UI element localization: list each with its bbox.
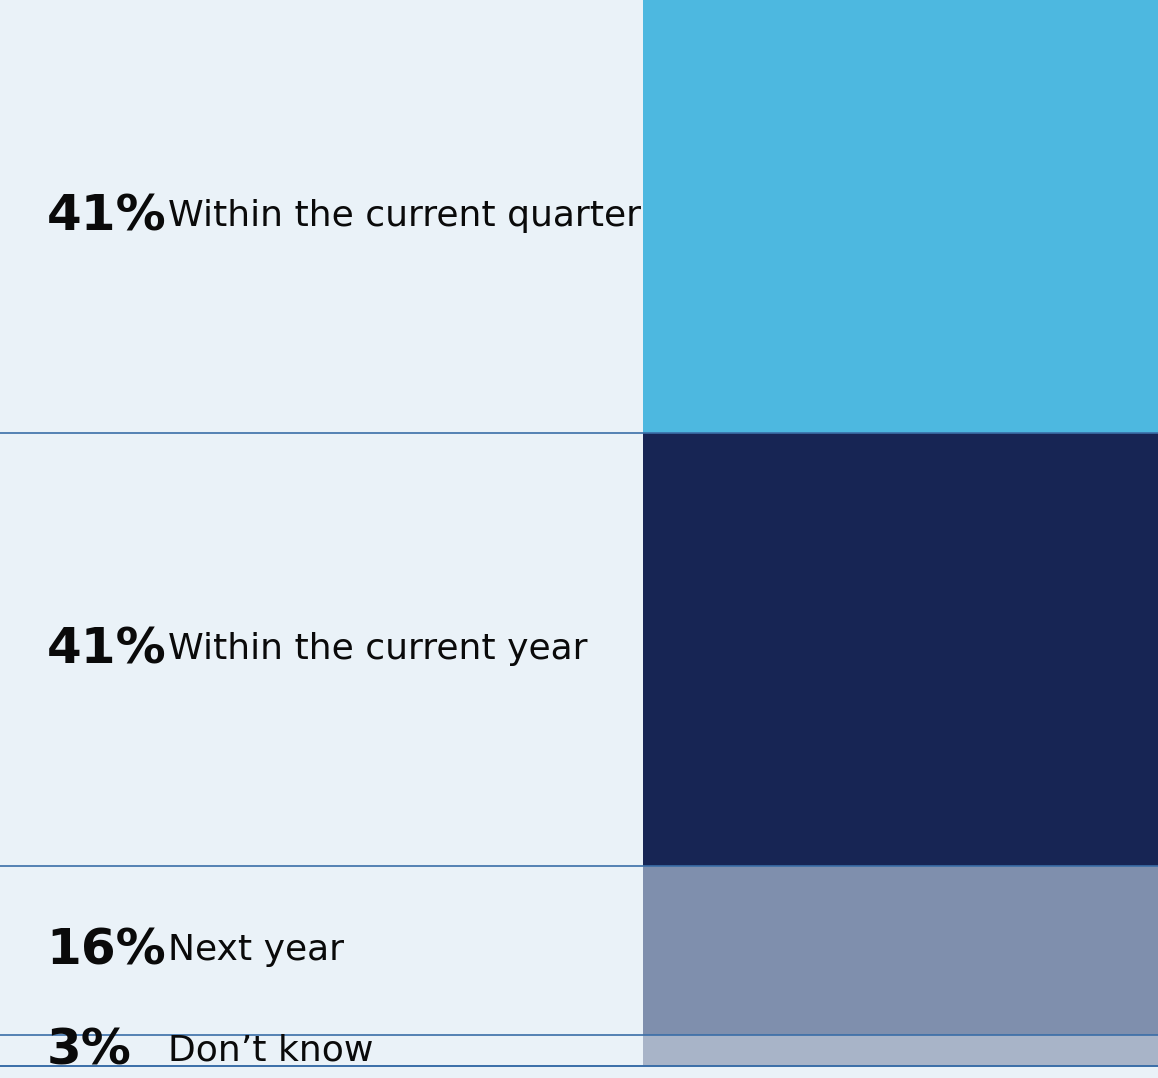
- FancyBboxPatch shape: [643, 1035, 1158, 1066]
- Text: 41%: 41%: [46, 625, 166, 674]
- Text: 3%: 3%: [46, 1026, 131, 1075]
- Text: 16%: 16%: [46, 926, 166, 975]
- FancyBboxPatch shape: [643, 433, 1158, 866]
- Text: Within the current year: Within the current year: [168, 633, 587, 666]
- Text: Next year: Next year: [168, 934, 344, 967]
- Text: Don’t know: Don’t know: [168, 1034, 373, 1067]
- Text: Within the current quarter: Within the current quarter: [168, 199, 640, 234]
- FancyBboxPatch shape: [643, 866, 1158, 1035]
- Text: 41%: 41%: [46, 193, 166, 240]
- FancyBboxPatch shape: [643, 0, 1158, 433]
